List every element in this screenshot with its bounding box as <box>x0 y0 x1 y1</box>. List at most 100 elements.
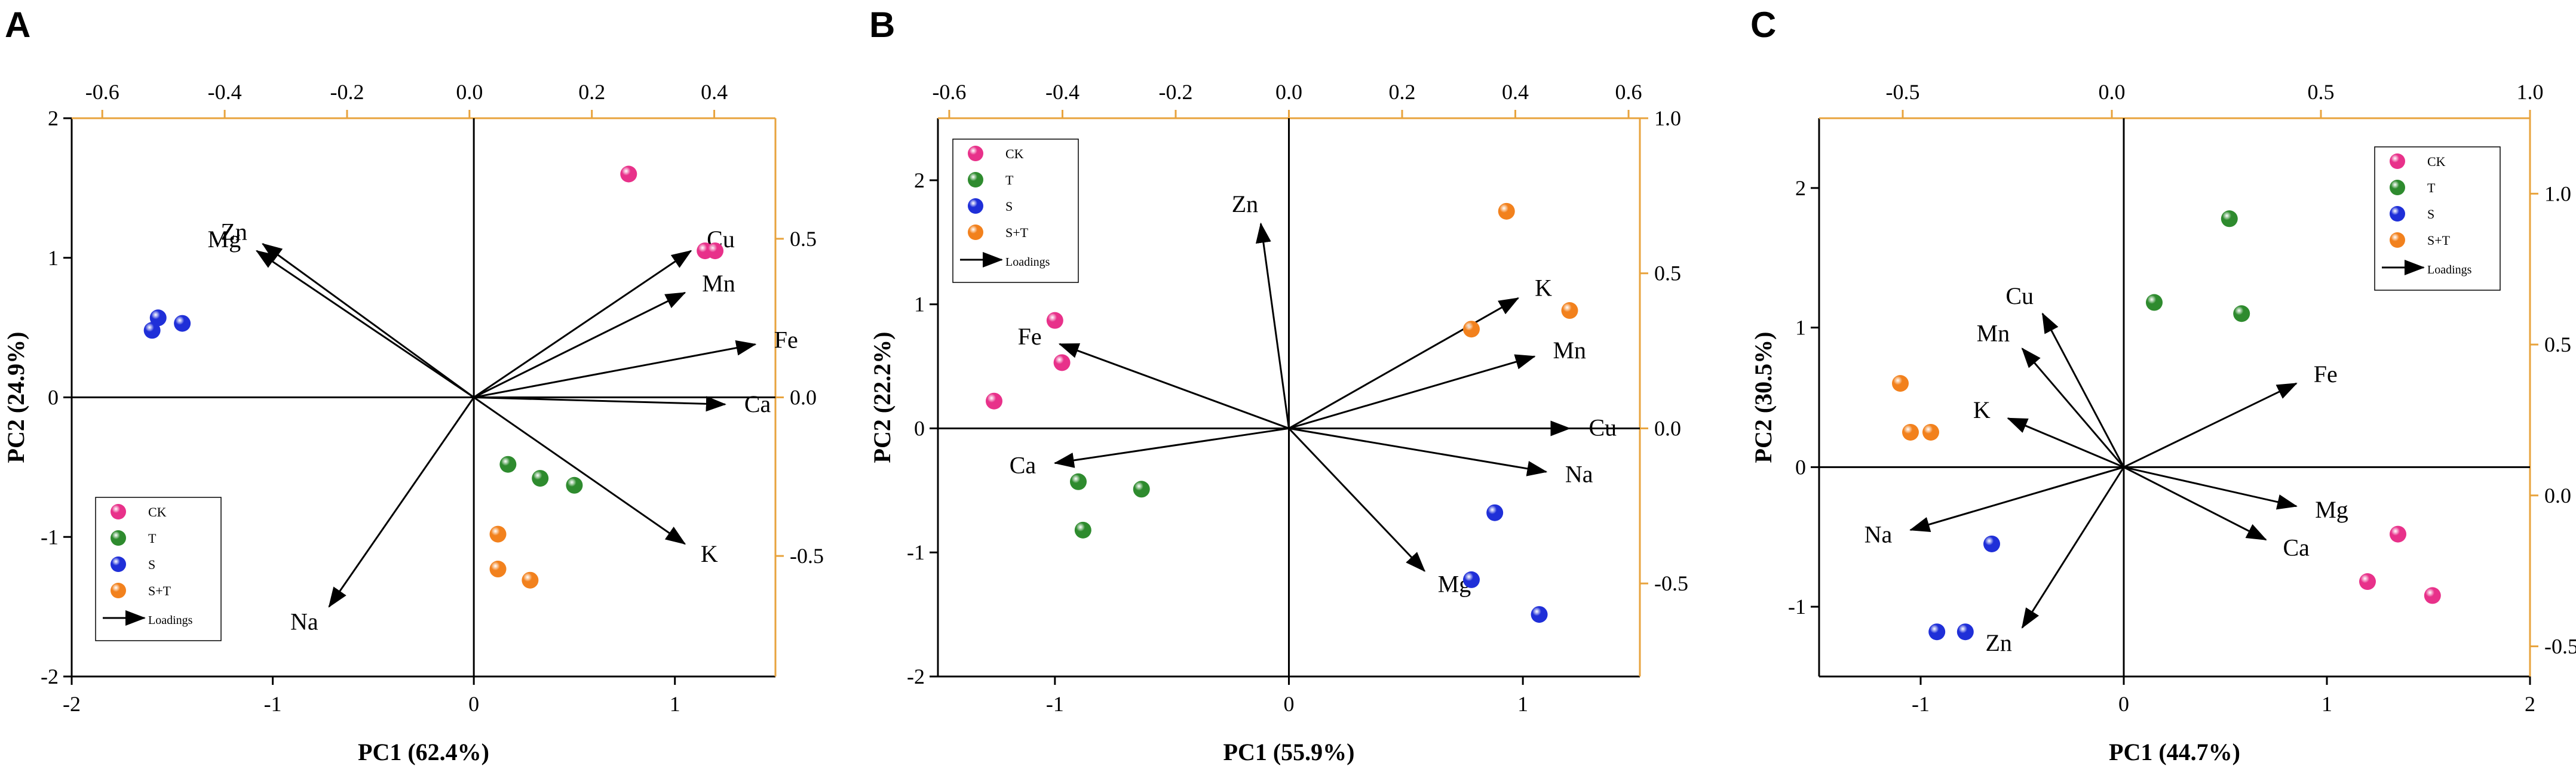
point-s <box>1956 623 1974 641</box>
right-tick-label: 0.5 <box>790 227 817 251</box>
legend: CK TS S+T Loadings <box>952 139 1079 283</box>
x-tick-label: 0 <box>468 692 479 716</box>
legend-marker-t <box>2390 180 2405 195</box>
point-s <box>143 322 161 339</box>
top-tick-label: 0.2 <box>1389 80 1416 104</box>
point-ck <box>1053 354 1071 371</box>
right-tick-label: 1.0 <box>1654 106 1681 130</box>
y-tick-label: -2 <box>907 665 925 688</box>
loading-arrow-zn <box>2021 466 2125 629</box>
x-tick-label: -1 <box>1046 692 1064 716</box>
point-t <box>532 470 549 487</box>
y-tick-label: 1 <box>914 293 925 316</box>
y-tick-label: 0 <box>1795 455 1806 479</box>
top-tick-label: -0.2 <box>1158 80 1192 104</box>
loading-label-k: K <box>1973 396 1991 423</box>
y-tick-label: -1 <box>1788 595 1806 619</box>
y-axis-title: PC2 (22.2%) <box>869 332 896 463</box>
point-s-t <box>1922 423 1939 441</box>
legend-marker-s-t <box>2390 232 2405 248</box>
loading-arrow-k <box>1288 297 1520 429</box>
y-tick-label: 0 <box>48 386 59 410</box>
point-s <box>174 315 191 332</box>
loading-label-ca: Ca <box>744 390 771 417</box>
loading-label-cu: Cu <box>2005 282 2034 309</box>
right-tick-label: -0.5 <box>1654 571 1688 595</box>
loading-label-na: Na <box>1864 521 1893 548</box>
right-tick-label: 0.5 <box>1654 262 1681 285</box>
legend-label-s: S <box>1005 199 1013 214</box>
loading-arrow-ca <box>474 396 726 412</box>
loading-label-fe: Fe <box>2314 361 2338 388</box>
loading-label-na: Na <box>1565 460 1593 487</box>
loading-label-mn: Mn <box>702 270 735 297</box>
x-tick-label: -2 <box>63 692 81 716</box>
legend-marker-ck <box>2390 153 2405 169</box>
x-axis-title: PC1 (55.9%) <box>1223 739 1355 765</box>
loading-label-fe: Fe <box>1018 323 1042 350</box>
point-s-t <box>1498 202 1515 220</box>
y-tick-label: 1 <box>48 246 59 270</box>
loading-label-fe: Fe <box>774 327 798 353</box>
loading-label-ca: Ca <box>1010 451 1036 478</box>
loading-arrow-mn <box>473 291 686 398</box>
legend-label-loadings: Loadings <box>1005 256 1050 269</box>
loading-label-cu: Cu <box>1589 414 1617 441</box>
point-s-t <box>489 561 507 578</box>
panel-letter: C <box>1750 5 1776 45</box>
panel-letter: A <box>5 5 30 45</box>
loading-arrow-na <box>1909 466 2124 532</box>
point-s <box>1983 535 2000 552</box>
loading-label-mg: Mg <box>2315 496 2348 523</box>
loading-label-mg: Mg <box>208 226 241 253</box>
loading-arrow-na <box>328 396 475 608</box>
x-tick-label: 1 <box>2322 692 2332 716</box>
loading-arrow-mn <box>1289 354 1536 429</box>
y-tick-label: 0 <box>914 416 925 440</box>
point-s-t <box>1902 423 1919 441</box>
right-tick-label: -0.5 <box>790 544 824 568</box>
point-s <box>1928 623 1946 641</box>
top-tick-label: 0.6 <box>1615 80 1642 104</box>
loading-arrow-ca <box>1053 427 1289 468</box>
point-t <box>2221 210 2238 227</box>
top-tick-label: 0.0 <box>456 80 483 104</box>
panel-a: A -2 -1 0 1 -2 -1 0 1 2 -0.6 -0.4 -0.2 0.0 0.2 0.4 -0.5 0… <box>2 5 824 765</box>
legend-marker-s <box>2390 206 2405 222</box>
legend-label-s-t: S+T <box>2427 233 2451 248</box>
legend-marker-s-t <box>111 583 126 598</box>
x-axis-title: PC1 (62.4%) <box>358 739 489 765</box>
top-tick-label: 0.2 <box>578 80 605 104</box>
loading-label-mn: Mn <box>1977 319 2010 346</box>
loading-arrow-fe <box>2123 382 2298 468</box>
loading-label-na: Na <box>290 608 318 635</box>
point-s <box>1463 571 1480 588</box>
panel-letter: B <box>869 5 895 45</box>
loading-arrow-mn <box>2021 348 2125 468</box>
loading-arrow-zn <box>262 243 475 398</box>
x-tick-label: 1 <box>1517 692 1528 716</box>
top-tick-label: 0.0 <box>1275 80 1302 104</box>
legend-marker-ck <box>111 504 126 519</box>
top-tick-label: 0.5 <box>2308 80 2335 104</box>
panel-b: B -1 0 1 -2 -1 0 1 2 -0.6 -0.4 -0.2 0.0 0.2 0.4 0.6 -0.5… <box>869 5 1688 765</box>
top-tick-label: -0.6 <box>932 80 966 104</box>
point-t <box>2233 305 2250 322</box>
legend-label-loadings: Loadings <box>2427 263 2472 276</box>
point-ck <box>1046 312 1063 329</box>
legend-label-t: T <box>2427 180 2436 195</box>
x-tick-label: 1 <box>670 692 680 716</box>
legend-label-loadings: Loadings <box>148 614 193 627</box>
top-tick-label: 0.0 <box>2099 80 2126 104</box>
point-t <box>1070 473 1087 490</box>
loading-label-zn: Zn <box>1232 190 1258 217</box>
point-t <box>499 456 517 473</box>
right-tick-label: 1.0 <box>2544 182 2571 205</box>
point-ck <box>986 392 1002 410</box>
x-tick-label: -1 <box>1912 692 1930 716</box>
loading-label-zn: Zn <box>220 219 247 245</box>
point-t <box>2146 294 2163 311</box>
point-ck <box>2424 587 2441 604</box>
y-tick-label: 1 <box>1795 316 1806 340</box>
